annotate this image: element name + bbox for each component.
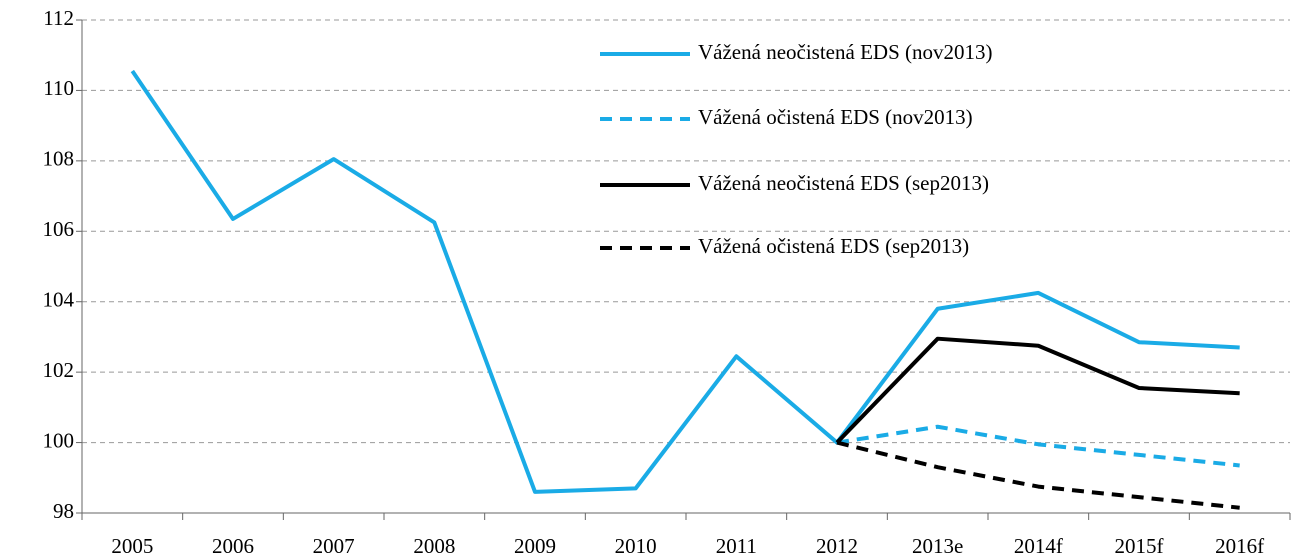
x-tick-label: 2013e — [912, 534, 963, 558]
x-tick-label: 2005 — [111, 534, 153, 558]
series-line — [836, 440, 1240, 510]
x-tick-label: 2016f — [1215, 534, 1264, 558]
y-tick-label: 112 — [43, 6, 74, 30]
y-tick-label: 108 — [43, 147, 75, 171]
x-tick-label: 2010 — [615, 534, 657, 558]
y-tick-label: 104 — [43, 288, 75, 312]
x-tick-label: 2014f — [1014, 534, 1063, 558]
x-tick-label: 2007 — [313, 534, 355, 558]
legend-label: Vážená neočistená EDS (sep2013) — [698, 171, 989, 195]
x-tick-label: 2006 — [212, 534, 254, 558]
x-tick-label: 2009 — [514, 534, 556, 558]
series-line — [835, 336, 1240, 444]
legend-label: Vážená neočistená EDS (nov2013) — [698, 40, 992, 64]
x-tick-label: 2015f — [1115, 534, 1164, 558]
y-tick-label: 102 — [43, 358, 75, 382]
legend-label: Vážená očistená EDS (nov2013) — [698, 105, 973, 129]
series-line — [836, 424, 1240, 468]
y-tick-label: 106 — [43, 217, 75, 241]
y-tick-label: 100 — [43, 428, 75, 452]
x-tick-label: 2008 — [413, 534, 455, 558]
series-line — [130, 69, 1240, 494]
x-tick-label: 2011 — [716, 534, 757, 558]
x-tick-label: 2012 — [816, 534, 858, 558]
y-tick-label: 110 — [43, 76, 74, 100]
legend-label: Vážená očistená EDS (sep2013) — [698, 234, 969, 258]
y-tick-label: 98 — [53, 499, 74, 523]
